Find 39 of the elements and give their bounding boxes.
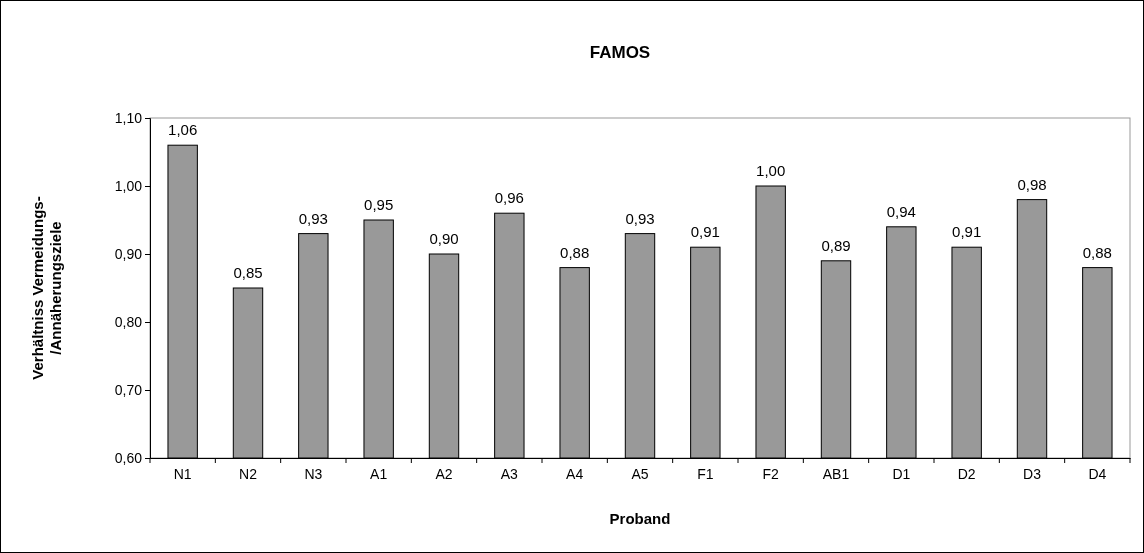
data-label: 0,88 xyxy=(560,243,590,261)
data-label: 0,90 xyxy=(429,230,459,247)
data-label: 0,93 xyxy=(298,209,328,227)
y-tick-label: 0,90 xyxy=(114,245,143,262)
x-tick-label: A5 xyxy=(631,466,649,483)
x-tick-label: F2 xyxy=(762,466,780,483)
x-tick-label: D3 xyxy=(1023,466,1042,483)
data-label: 0,93 xyxy=(625,209,655,227)
x-tick-label: A3 xyxy=(500,466,519,483)
data-label: 1,06 xyxy=(168,121,198,139)
data-label: 0,94 xyxy=(886,202,916,220)
x-tick-label: N3 xyxy=(304,466,323,483)
x-tick-label: F1 xyxy=(697,466,714,483)
x-axis-title: Proband xyxy=(609,510,671,527)
y-tick-label: 1,10 xyxy=(114,109,143,126)
data-label: 1,00 xyxy=(756,162,786,179)
data-label: 0,89 xyxy=(821,236,851,254)
data-label: 0,91 xyxy=(690,223,720,241)
x-tick-label: D1 xyxy=(892,466,911,483)
x-tick-label: D2 xyxy=(957,466,976,483)
y-tick-label: 1,00 xyxy=(114,177,143,194)
data-label: 0,85 xyxy=(233,264,263,281)
data-label: 0,91 xyxy=(952,223,982,241)
x-tick-label: AB1 xyxy=(822,466,850,483)
data-label: 0,96 xyxy=(494,189,524,207)
chart-title: FAMOS xyxy=(589,43,651,62)
x-tick-label: N2 xyxy=(239,466,258,483)
x-tick-label: D4 xyxy=(1088,466,1107,483)
data-label: 0,88 xyxy=(1082,243,1112,261)
x-tick-label: A4 xyxy=(566,466,584,483)
x-tick-label: A1 xyxy=(370,466,388,483)
x-tick-label: N1 xyxy=(173,466,192,483)
y-tick-label: 0,60 xyxy=(114,449,143,466)
y-tick-label: 0,80 xyxy=(114,313,143,330)
data-label: 0,95 xyxy=(364,196,394,213)
y-axis-title: Verhältniss Vermeidungs- /Annäherungsziele xyxy=(29,196,64,380)
x-tick-label: A2 xyxy=(435,466,453,483)
y-tick-label: 0,70 xyxy=(114,381,143,398)
data-label: 0,98 xyxy=(1017,175,1047,193)
